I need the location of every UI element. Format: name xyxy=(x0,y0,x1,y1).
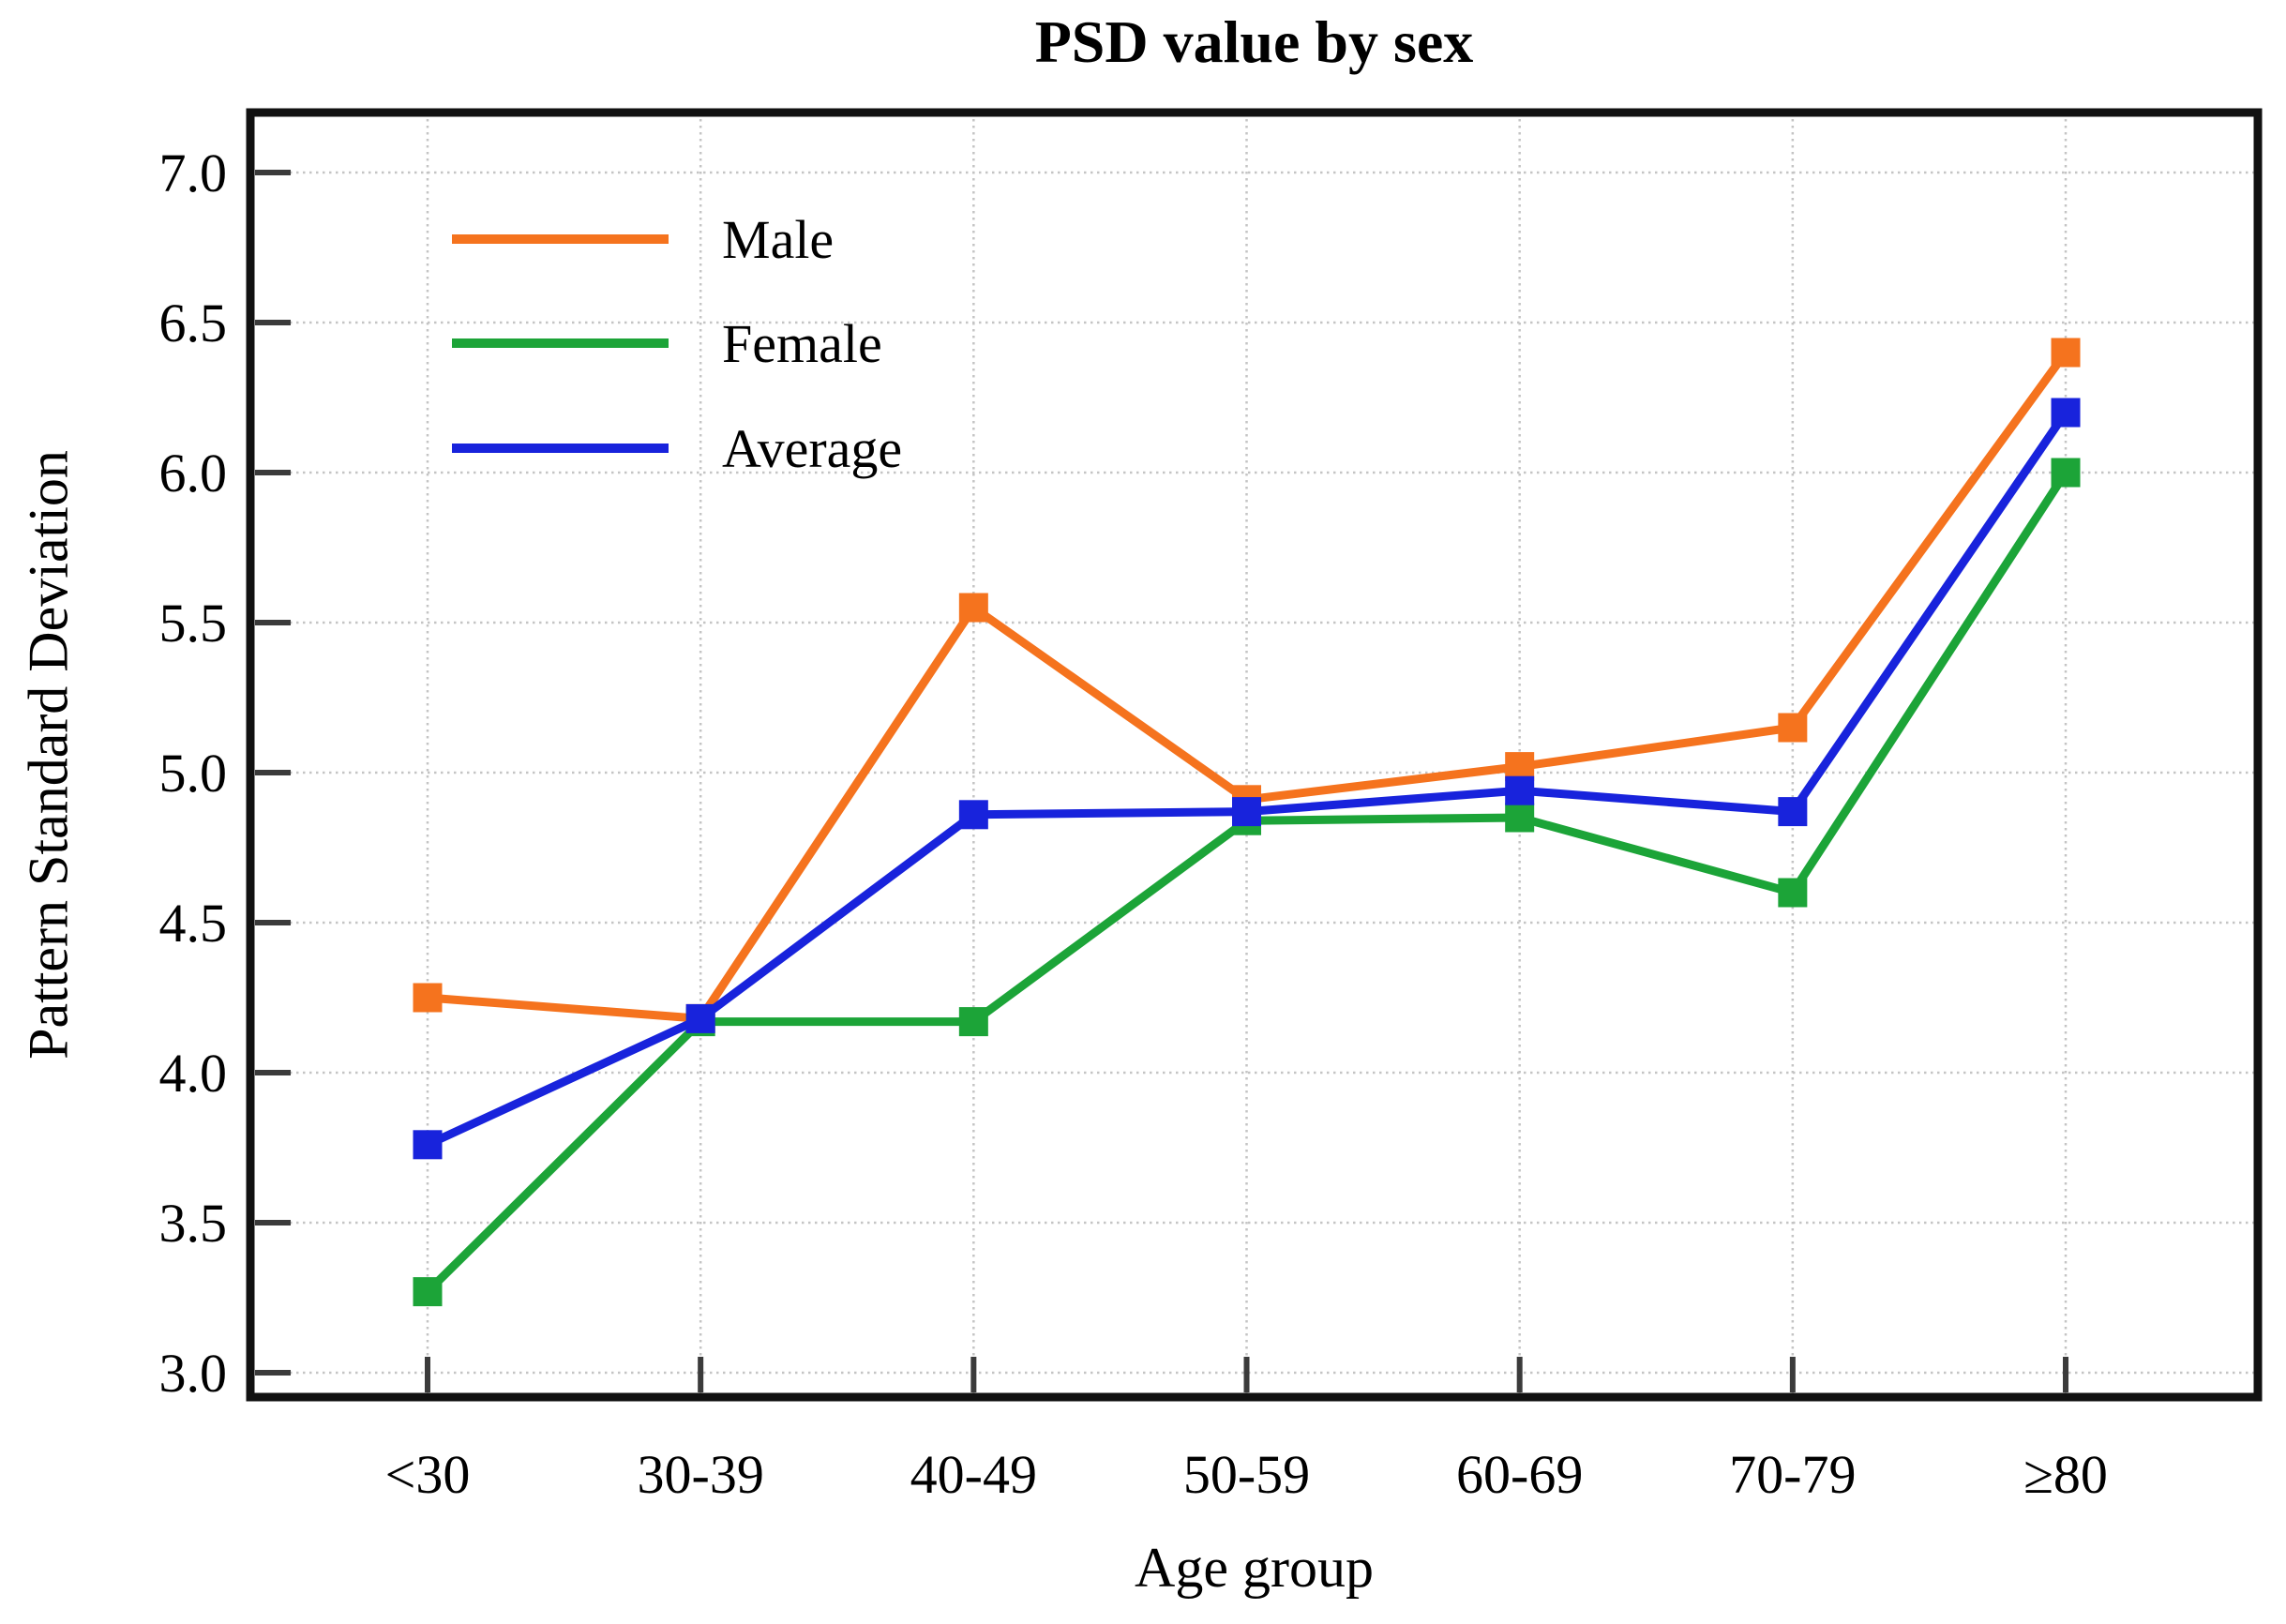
x-tick-label: 70-79 xyxy=(1729,1444,1856,1505)
y-tick-label: 5.5 xyxy=(159,593,228,654)
plot-border xyxy=(246,108,2263,1402)
y-tick-label: 7.0 xyxy=(159,143,228,203)
series-marker-average xyxy=(2051,398,2081,428)
series-marker-average xyxy=(1232,797,1262,827)
series-marker-male xyxy=(413,983,443,1013)
y-tick-label: 6.5 xyxy=(159,293,228,353)
series-marker-male xyxy=(958,593,988,623)
series-marker-average xyxy=(413,1130,443,1160)
chart-title: PSD value by sex xyxy=(1034,8,1474,75)
x-axis-title: Age group xyxy=(1135,1537,1374,1599)
legend-label-average: Average xyxy=(722,418,902,479)
y-tick-label: 3.0 xyxy=(159,1343,228,1404)
x-tick-label: ≥80 xyxy=(2023,1444,2108,1505)
legend-label-male: Male xyxy=(722,209,834,270)
series-marker-average xyxy=(685,1003,715,1033)
y-tick-label: 4.5 xyxy=(159,893,228,954)
y-tick-label: 6.0 xyxy=(159,443,228,504)
series-marker-average xyxy=(1778,797,1808,827)
series-marker-average xyxy=(958,800,988,830)
x-tick-label: 40-49 xyxy=(910,1444,1037,1505)
series-marker-female xyxy=(958,1007,988,1037)
series-marker-male xyxy=(1778,713,1808,743)
series-marker-male xyxy=(2051,338,2081,368)
series-marker-female xyxy=(1505,803,1535,833)
series-marker-female xyxy=(2051,458,2081,488)
y-tick-label: 3.5 xyxy=(159,1193,228,1254)
series-marker-average xyxy=(1505,775,1535,805)
y-tick-label: 4.0 xyxy=(159,1043,228,1104)
series-line-average xyxy=(426,410,2069,1149)
y-tick-label: 5.0 xyxy=(159,743,228,804)
x-tick-label: 50-59 xyxy=(1183,1444,1310,1505)
x-tick-label: <30 xyxy=(385,1444,471,1505)
legend-label-female: Female xyxy=(722,313,882,374)
series-marker-female xyxy=(1778,878,1808,908)
series-marker-female xyxy=(413,1277,443,1307)
x-tick-label: 60-69 xyxy=(1456,1444,1583,1505)
x-tick-label: 30-39 xyxy=(638,1444,764,1505)
